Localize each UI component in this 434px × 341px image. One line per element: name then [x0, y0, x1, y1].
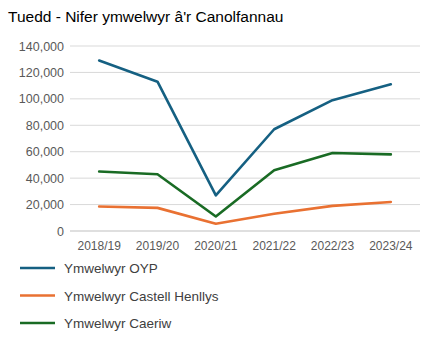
- y-tick-label: 140,000: [19, 40, 64, 54]
- x-tick-label: 2023/24: [369, 239, 413, 253]
- series-line: [99, 61, 391, 196]
- y-tick-label: 120,000: [19, 66, 64, 80]
- series-line: [99, 153, 391, 216]
- grid-line: [70, 231, 420, 232]
- grid-line: [70, 46, 420, 47]
- y-tick-label: 20,000: [26, 198, 64, 212]
- grid-line: [70, 72, 420, 73]
- legend-label: Ymwelwyr OYP: [64, 261, 158, 276]
- y-tick-label: 0: [57, 225, 64, 239]
- grid-line: [70, 125, 420, 126]
- series-line: [99, 202, 391, 224]
- grid-line: [70, 178, 420, 179]
- grid-line: [70, 98, 420, 99]
- y-tick-label: 60,000: [26, 145, 64, 159]
- legend-label: Ymwelwyr Caeriw: [64, 316, 172, 331]
- legend-swatch: [20, 294, 55, 297]
- x-tick-label: 2020/21: [194, 239, 238, 253]
- grid-line: [70, 151, 420, 152]
- y-tick-label: 40,000: [26, 172, 64, 186]
- x-tick-label: 2018/19: [77, 239, 121, 253]
- x-tick-label: 2022/23: [311, 239, 355, 253]
- title: Tuedd - Nifer ymwelwyr â'r Canolfannau: [8, 8, 283, 25]
- series-group: [99, 61, 391, 224]
- chart: Tuedd - Nifer ymwelwyr â'r Canolfannau02…: [0, 0, 434, 341]
- legend-swatch: [20, 267, 55, 270]
- y-tick-label: 80,000: [26, 119, 64, 133]
- y-tick-label: 100,000: [19, 92, 64, 106]
- x-tick-label: 2019/20: [136, 239, 180, 253]
- grid: [70, 46, 420, 231]
- legend-label: Ymwelwyr Castell Henllys: [64, 289, 219, 304]
- legend-swatch: [20, 322, 55, 325]
- x-tick-label: 2021/22: [252, 239, 296, 253]
